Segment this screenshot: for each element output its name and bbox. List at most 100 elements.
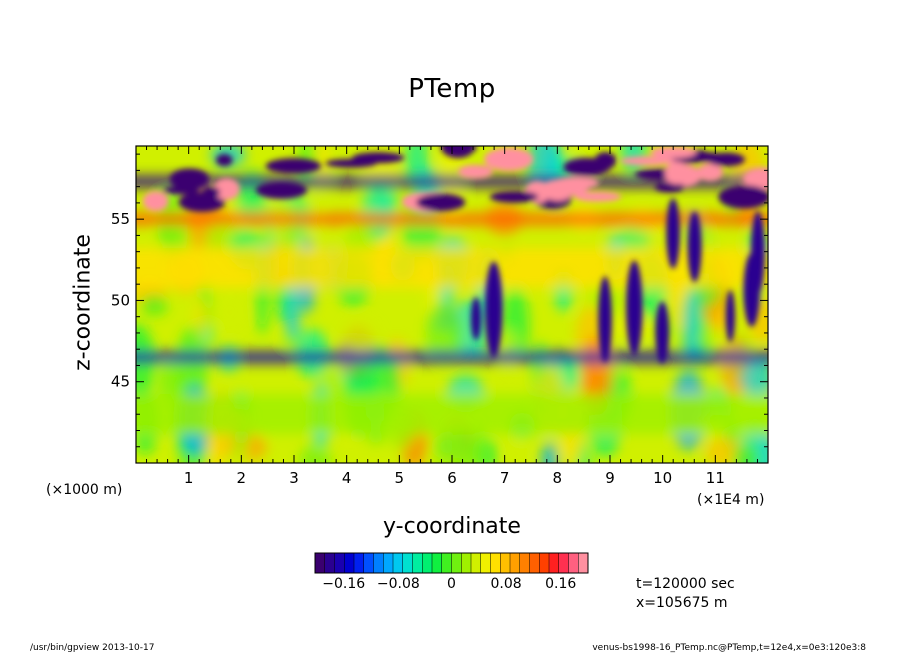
- colorbar-swatch: [344, 553, 355, 573]
- heat-cell: [540, 178, 590, 196]
- colorbar-swatch: [519, 553, 530, 573]
- x-tick-label: 7: [500, 469, 510, 487]
- heat-cell: [732, 443, 760, 463]
- colorbar-tick-label: 0: [447, 576, 456, 592]
- heat-band: [136, 213, 768, 226]
- colorbar-swatch: [422, 553, 433, 573]
- x-tick-label: 5: [395, 469, 405, 487]
- heat-cell: [201, 186, 221, 198]
- heat-cell: [507, 436, 524, 463]
- colorbar-swatch: [363, 553, 374, 573]
- colorbar-swatch: [529, 553, 540, 573]
- heat-cell: [598, 276, 612, 363]
- y-axis-label: z-coordinate: [70, 234, 96, 371]
- heat-cell: [541, 441, 559, 463]
- heat-cell: [655, 301, 670, 364]
- heat-cell: [740, 360, 768, 398]
- heat-cell: [687, 211, 702, 283]
- colorbar: [314, 552, 589, 574]
- heat-cell: [725, 289, 736, 343]
- heat-cell: [684, 289, 699, 365]
- heat-cell: [284, 280, 301, 340]
- heat-cell: [425, 301, 465, 366]
- heat-cell: [213, 178, 240, 201]
- x-tick-label: 6: [447, 469, 457, 487]
- x-axis-label: y-coordinate: [383, 514, 521, 539]
- y-tick-label: 55: [111, 210, 130, 228]
- footer-left: /usr/bin/gpview 2013-10-17: [30, 643, 155, 653]
- heat-band: [136, 247, 768, 288]
- heat-cell: [299, 146, 317, 183]
- colorbar-swatch: [461, 553, 472, 573]
- y-tick-label: 45: [111, 373, 130, 391]
- heat-cell: [574, 191, 622, 202]
- colorbar-swatch: [383, 553, 394, 573]
- x-tick-label: 2: [237, 469, 247, 487]
- heat-band: [136, 351, 768, 364]
- heat-cell: [416, 193, 466, 212]
- colorbar-tick-label: 0.08: [490, 576, 522, 592]
- colorbar-swatch: [324, 553, 335, 573]
- x-axis: 1 2 3 4 5 6 7 8 9 10 11: [146, 146, 758, 487]
- heatmap-field: [136, 146, 768, 463]
- heat-cell: [665, 275, 690, 330]
- heat-cell: [458, 164, 493, 179]
- colorbar-swatch: [568, 553, 579, 573]
- colorbar-swatch: [558, 553, 569, 573]
- heat-cell: [697, 163, 724, 182]
- colorbar-swatch: [471, 553, 482, 573]
- heat-cell: [664, 161, 689, 185]
- heat-cell: [313, 146, 328, 182]
- heat-sharp: [142, 146, 768, 364]
- x-unit-left-label: (×1000 m): [46, 482, 123, 498]
- colorbar-tick-label: 0.16: [545, 576, 577, 592]
- x-position-annotation: x=105675 m: [636, 595, 728, 611]
- x-tick-label: 10: [653, 469, 672, 487]
- heat-cell: [489, 190, 539, 203]
- x-tick-label: 4: [342, 469, 352, 487]
- colorbar-swatch: [354, 553, 365, 573]
- x-unit-right-label: (×1E4 m): [697, 492, 765, 508]
- heat-cell: [570, 163, 597, 175]
- colorbar-tick-label: −0.16: [322, 576, 366, 592]
- heat-cell: [255, 181, 307, 199]
- heat-cell: [299, 443, 332, 463]
- colorbar-swatch: [334, 553, 345, 573]
- heat-cell: [169, 168, 210, 190]
- colorbar-swatch: [578, 553, 589, 573]
- heat-cell: [470, 297, 482, 341]
- heat-cell: [707, 152, 746, 167]
- colorbar-tick-label: −0.08: [376, 576, 420, 592]
- x-tick-label: 8: [553, 469, 563, 487]
- heat-cell: [208, 434, 221, 463]
- y-tick-label: 50: [111, 291, 130, 309]
- heat-cell: [666, 198, 680, 269]
- chart-title: PTemp: [408, 74, 496, 104]
- heat-cell: [650, 146, 697, 159]
- colorbar-swatch: [432, 553, 443, 573]
- heat-cell: [343, 318, 380, 352]
- heat-cell: [140, 294, 168, 316]
- x-tick-label: 3: [289, 469, 299, 487]
- y-axis: 45 50 55: [111, 153, 768, 448]
- colorbar-swatch: [500, 553, 511, 573]
- x-tick-label: 11: [706, 469, 725, 487]
- heat-cell: [194, 297, 209, 342]
- heat-cell: [485, 261, 503, 358]
- heat-cell: [751, 211, 765, 295]
- x-tick-label: 9: [605, 469, 615, 487]
- colorbar-swatch: [315, 553, 326, 573]
- colorbar-swatch: [412, 553, 423, 573]
- time-annotation: t=120000 sec: [636, 576, 735, 592]
- heat-cell: [484, 147, 534, 172]
- heat-cell: [216, 296, 244, 328]
- colorbar-swatch: [441, 553, 452, 573]
- heat-cell: [743, 167, 768, 190]
- heat-band: [136, 394, 768, 435]
- heat-cell: [265, 158, 322, 174]
- colorbar-swatch: [393, 553, 404, 573]
- heat-blend: [136, 146, 768, 463]
- x-tick-label: 1: [184, 469, 194, 487]
- colorbar-swatch: [373, 553, 384, 573]
